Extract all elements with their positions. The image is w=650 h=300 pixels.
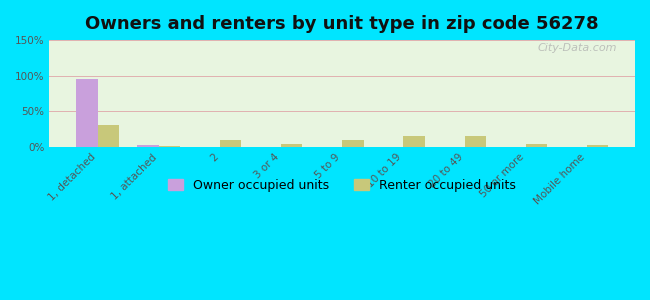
Bar <box>587 145 608 147</box>
Bar <box>159 146 180 147</box>
Bar <box>220 140 241 147</box>
Legend: Owner occupied units, Renter occupied units: Owner occupied units, Renter occupied un… <box>163 173 521 196</box>
Bar <box>98 125 119 147</box>
Bar <box>137 145 159 147</box>
Bar <box>76 79 98 147</box>
Bar <box>281 144 302 147</box>
Title: Owners and renters by unit type in zip code 56278: Owners and renters by unit type in zip c… <box>85 15 599 33</box>
Text: City-Data.com: City-Data.com <box>538 43 617 53</box>
Bar <box>465 136 486 147</box>
Bar <box>526 144 547 147</box>
Bar <box>404 136 425 147</box>
Bar <box>343 140 363 147</box>
